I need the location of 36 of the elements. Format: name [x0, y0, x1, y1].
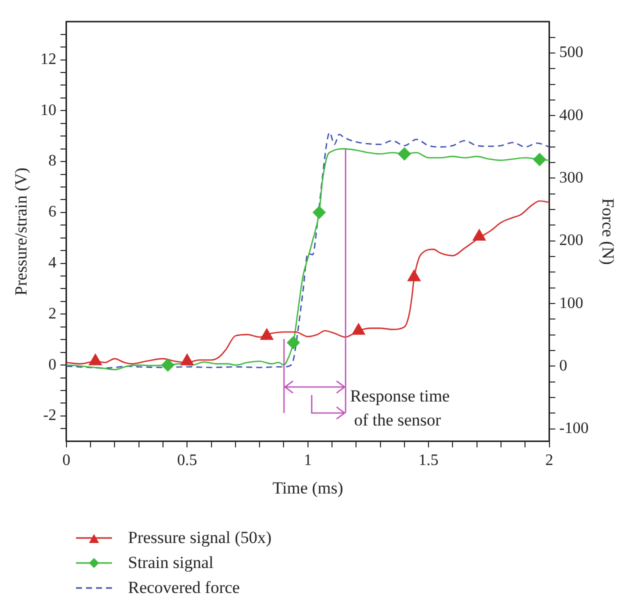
point — [472, 229, 486, 241]
legend-label: Recovered force — [128, 578, 240, 598]
y-tick-label: 6 — [48, 204, 56, 221]
y-tick-label: -2 — [43, 407, 56, 424]
point — [408, 270, 421, 282]
x-tick-label: 2 — [545, 452, 554, 470]
y-axis-title: Pressure/strain (V) — [12, 168, 31, 296]
annotation: Response time of the sensor — [350, 386, 450, 430]
point — [180, 354, 194, 366]
y-tick-label: 12 — [40, 50, 56, 68]
x-axis-title: Time (ms) — [272, 478, 344, 498]
legend-label: Strain signal — [128, 552, 214, 572]
point — [312, 206, 326, 219]
y-tick-label: 10 — [40, 102, 56, 119]
y-tick-label: 8 — [48, 152, 56, 170]
point — [352, 323, 366, 335]
y2-tick-label: 400 — [559, 106, 584, 124]
point — [398, 147, 411, 160]
y2-tick-label: 500 — [559, 44, 584, 62]
y2-tick-label: 200 — [559, 232, 584, 250]
y-tick-label: 2 — [48, 305, 56, 322]
point — [88, 354, 102, 366]
legend-label: Pressure signal (50x) — [128, 528, 272, 548]
y-tick-label: 0 — [48, 356, 56, 374]
x-tick-label: 0.5 — [177, 452, 198, 470]
x-tick-label: 0 — [62, 452, 70, 470]
y2-tick-label: 0 — [559, 357, 568, 374]
x-tick-label: 1 — [304, 452, 312, 470]
point — [533, 153, 546, 166]
y-tick-label: 4 — [48, 254, 56, 272]
y2-tick-label: 300 — [559, 169, 584, 186]
y2-tick-label: -100 — [559, 420, 589, 438]
point — [260, 328, 274, 340]
y2-tick-label: 100 — [559, 294, 584, 312]
y2-axis-title: Force (N) — [598, 198, 618, 265]
x-tick-label: 1.5 — [418, 452, 439, 470]
